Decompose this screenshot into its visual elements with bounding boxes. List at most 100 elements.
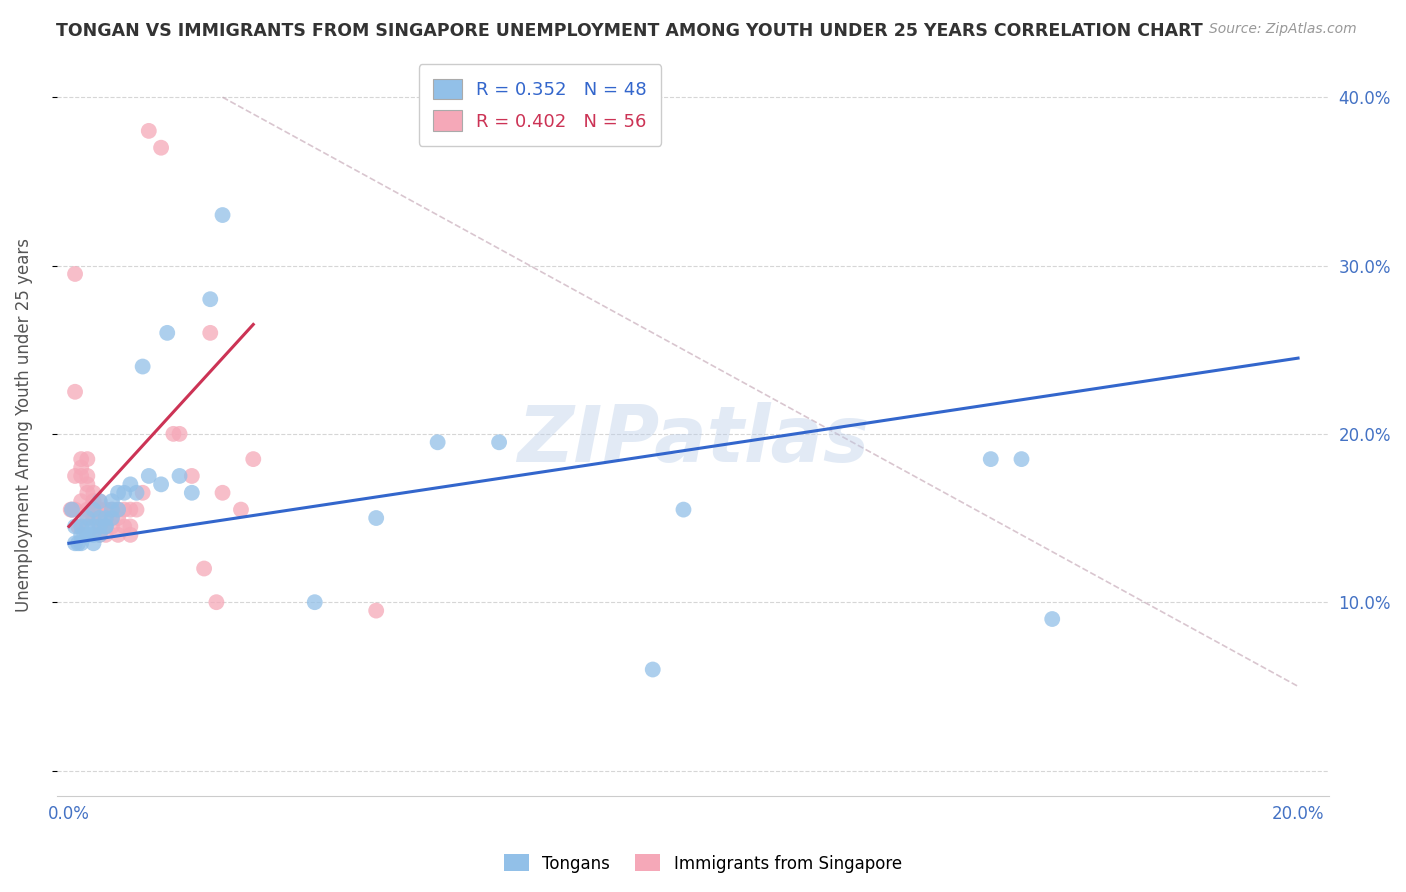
- Point: [366, 604, 388, 618]
- Point: [107, 528, 129, 542]
- Point: [82, 528, 104, 542]
- Point: [89, 519, 111, 533]
- Legend: Tongans, Immigrants from Singapore: Tongans, Immigrants from Singapore: [498, 847, 908, 880]
- Point: [112, 502, 135, 516]
- Point: [488, 435, 510, 450]
- Point: [211, 208, 233, 222]
- Point: [205, 595, 228, 609]
- Point: [76, 452, 98, 467]
- Point: [169, 426, 191, 441]
- Point: [94, 519, 117, 533]
- Point: [89, 494, 111, 508]
- Point: [63, 384, 86, 399]
- Point: [131, 485, 153, 500]
- Point: [94, 519, 117, 533]
- Y-axis label: Unemployment Among Youth under 25 years: Unemployment Among Youth under 25 years: [15, 238, 32, 613]
- Point: [101, 519, 124, 533]
- Point: [125, 485, 148, 500]
- Point: [82, 502, 104, 516]
- Point: [70, 469, 93, 483]
- Point: [82, 511, 104, 525]
- Point: [1040, 612, 1063, 626]
- Point: [89, 528, 111, 542]
- Point: [138, 469, 160, 483]
- Point: [89, 528, 111, 542]
- Point: [67, 519, 90, 533]
- Point: [60, 502, 83, 516]
- Point: [76, 502, 98, 516]
- Point: [73, 528, 96, 542]
- Point: [366, 511, 388, 525]
- Point: [76, 519, 98, 533]
- Point: [76, 469, 98, 483]
- Point: [89, 511, 111, 525]
- Point: [193, 561, 215, 575]
- Point: [76, 511, 98, 525]
- Point: [94, 511, 117, 525]
- Point: [82, 502, 104, 516]
- Point: [82, 519, 104, 533]
- Point: [150, 477, 173, 491]
- Point: [107, 511, 129, 525]
- Point: [200, 326, 222, 340]
- Point: [112, 519, 135, 533]
- Point: [94, 502, 117, 516]
- Point: [94, 502, 117, 516]
- Point: [89, 494, 111, 508]
- Point: [131, 359, 153, 374]
- Point: [107, 485, 129, 500]
- Point: [70, 494, 93, 508]
- Point: [76, 511, 98, 525]
- Point: [107, 502, 129, 516]
- Point: [101, 502, 124, 516]
- Point: [63, 502, 86, 516]
- Point: [101, 511, 124, 525]
- Point: [63, 267, 86, 281]
- Point: [304, 595, 326, 609]
- Point: [63, 469, 86, 483]
- Point: [101, 502, 124, 516]
- Point: [82, 485, 104, 500]
- Point: [120, 502, 142, 516]
- Point: [138, 124, 160, 138]
- Point: [70, 452, 93, 467]
- Point: [229, 502, 252, 516]
- Point: [426, 435, 449, 450]
- Point: [120, 528, 142, 542]
- Point: [101, 494, 124, 508]
- Point: [120, 477, 142, 491]
- Point: [180, 469, 202, 483]
- Point: [211, 485, 233, 500]
- Point: [82, 536, 104, 550]
- Point: [150, 141, 173, 155]
- Point: [94, 519, 117, 533]
- Legend: R = 0.352   N = 48, R = 0.402   N = 56: R = 0.352 N = 48, R = 0.402 N = 56: [419, 64, 661, 145]
- Point: [82, 494, 104, 508]
- Point: [70, 536, 93, 550]
- Point: [89, 511, 111, 525]
- Point: [101, 511, 124, 525]
- Point: [82, 494, 104, 508]
- Point: [89, 519, 111, 533]
- Point: [63, 519, 86, 533]
- Point: [1011, 452, 1033, 467]
- Point: [63, 536, 86, 550]
- Point: [156, 326, 179, 340]
- Point: [107, 502, 129, 516]
- Point: [125, 502, 148, 516]
- Point: [94, 528, 117, 542]
- Point: [120, 519, 142, 533]
- Point: [162, 426, 184, 441]
- Point: [60, 502, 83, 516]
- Point: [89, 502, 111, 516]
- Point: [641, 663, 664, 677]
- Point: [76, 528, 98, 542]
- Point: [59, 502, 82, 516]
- Point: [180, 485, 202, 500]
- Text: Source: ZipAtlas.com: Source: ZipAtlas.com: [1209, 22, 1357, 37]
- Point: [112, 485, 135, 500]
- Point: [76, 485, 98, 500]
- Point: [67, 536, 90, 550]
- Point: [672, 502, 695, 516]
- Point: [76, 477, 98, 491]
